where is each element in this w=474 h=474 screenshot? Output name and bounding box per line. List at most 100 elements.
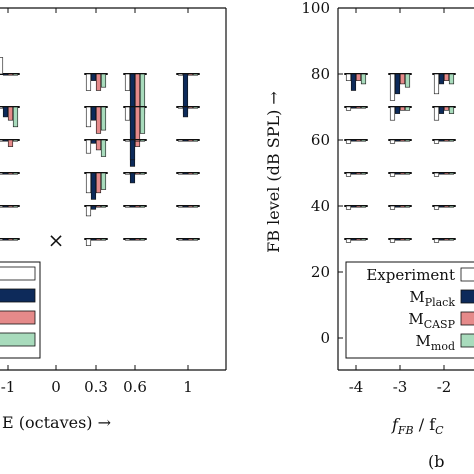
- right-bar-mod: [448, 172, 455, 175]
- right-x-axis-label-part: f: [391, 415, 401, 434]
- right-bar-experiment: [433, 139, 440, 144]
- left-bar-casp: [95, 106, 102, 134]
- left-bar-plack: [90, 139, 97, 144]
- right-y-tick-label: 20: [311, 263, 330, 281]
- right-bar-plack: [438, 106, 445, 114]
- right-bar-plack: [350, 106, 357, 109]
- left-bar-mod: [12, 238, 19, 241]
- right-x-axis-label-part: FB: [397, 424, 414, 437]
- left-bar-plack: [182, 139, 189, 142]
- right-bar-plack: [350, 238, 357, 241]
- right-bar-experiment: [345, 106, 352, 111]
- right-bar-plack: [394, 238, 401, 241]
- left-bar-casp: [134, 106, 141, 147]
- left-bar-mod: [12, 139, 19, 142]
- left-bar-experiment: [124, 106, 131, 121]
- left-bar-experiment: [85, 205, 92, 217]
- left-bar-casp: [134, 139, 141, 142]
- left-panel: -1 0 0.3 0.6 1 E (octaves) → ×: [0, 7, 227, 432]
- right-y-tick-label: 60: [311, 131, 330, 149]
- left-bar-plack: [182, 106, 189, 118]
- right-bar-plack: [394, 139, 401, 142]
- right-bar-mod: [448, 106, 455, 114]
- left-bar-casp: [7, 205, 14, 208]
- left-bar-mod: [192, 139, 199, 142]
- right-bar-casp: [443, 73, 450, 81]
- left-bar-casp: [187, 172, 194, 175]
- left-bar-experiment: [177, 106, 184, 109]
- right-bar-casp: [443, 106, 450, 111]
- left-bar-experiment: [85, 172, 92, 194]
- left-bar-mod: [139, 139, 146, 142]
- right-bar-mod: [360, 205, 367, 208]
- right-bar-plack: [394, 106, 401, 114]
- left-bar-casp: [187, 73, 194, 76]
- legend-label-sub: CASP: [424, 318, 456, 331]
- right-bar-casp: [399, 205, 406, 208]
- right-bar-experiment: [345, 73, 352, 81]
- right-bar-experiment: [345, 238, 352, 243]
- right-bar-casp: [355, 238, 362, 241]
- left-bar-casp: [7, 139, 14, 147]
- right-bar-experiment: [389, 172, 396, 177]
- right-bar-mod: [360, 172, 367, 175]
- right-bar-experiment: [345, 172, 352, 177]
- left-bar-mod: [100, 238, 107, 241]
- legend-swatch-casp: [460, 311, 474, 326]
- left-bar-mod: [100, 73, 107, 88]
- left-bar-experiment: [85, 238, 92, 246]
- left-bar-casp: [7, 106, 14, 121]
- right-panel: 0 20 40 60 80 100 FB level (dB SPL) → -4 -3 -2 fFB…: [264, 0, 474, 471]
- right-bar-mod: [404, 73, 411, 88]
- left-bar-plack: [2, 73, 9, 76]
- right-bar-casp: [399, 106, 406, 111]
- left-bar-plack: [90, 238, 97, 241]
- right-bar-casp: [399, 73, 406, 85]
- left-x-axis-label: E (octaves) →: [2, 413, 111, 432]
- left-bar-mod: [12, 172, 19, 175]
- left-x-tick-label: 0: [51, 378, 61, 396]
- left-bar-mod: [100, 205, 107, 208]
- right-x-tick-label: -3: [393, 378, 408, 396]
- right-y-tick-label: 80: [311, 65, 330, 83]
- legend-label-sub: Plack: [425, 296, 456, 309]
- legend-label-experiment: Experiment: [366, 266, 455, 284]
- left-bar-plack: [182, 172, 189, 175]
- right-bar-experiment: [389, 205, 396, 210]
- left-bar-plack: [90, 205, 97, 210]
- legend-label-mod: Mmod: [416, 332, 455, 353]
- left-x-tick-label: 0.3: [84, 378, 108, 396]
- right-bar-plack: [438, 172, 445, 175]
- right-bar-experiment: [389, 73, 396, 101]
- left-bar-plack: [129, 238, 136, 241]
- left-bar-plack: [129, 139, 136, 161]
- left-bar-casp: [187, 205, 194, 208]
- left-bar-mod: [100, 172, 107, 190]
- right-bar-casp: [355, 172, 362, 175]
- left-bar-experiment: [177, 205, 184, 208]
- left-bar-experiment: [177, 139, 184, 142]
- right-y-tick-label: 100: [301, 0, 330, 17]
- right-bar-plack: [350, 172, 357, 175]
- left-bar-experiment: [177, 238, 184, 241]
- left-bar-mod: [139, 106, 146, 134]
- left-bar-casp: [7, 172, 14, 175]
- left-bar-experiment: [85, 106, 92, 128]
- right-bar-casp: [399, 238, 406, 241]
- left-bar-experiment: [85, 139, 92, 154]
- right-x-tick-label: -2: [437, 378, 452, 396]
- left-bar-experiment: [177, 73, 184, 76]
- left-bar-plack: [90, 106, 97, 121]
- right-bar-plack: [394, 73, 401, 95]
- legend-swatch-mod: [460, 333, 474, 348]
- legend-swatch-experiment: [460, 267, 474, 282]
- right-bar-experiment: [389, 139, 396, 144]
- left-bar-experiment: [0, 57, 4, 75]
- right-bar-plack: [394, 205, 401, 208]
- left-bar-mod: [12, 205, 19, 208]
- left-bar-casp: [95, 73, 102, 91]
- right-bar-experiment: [433, 106, 440, 121]
- left-bar-mod: [192, 205, 199, 208]
- right-bar-casp: [355, 73, 362, 81]
- left-bar-plack: [182, 238, 189, 241]
